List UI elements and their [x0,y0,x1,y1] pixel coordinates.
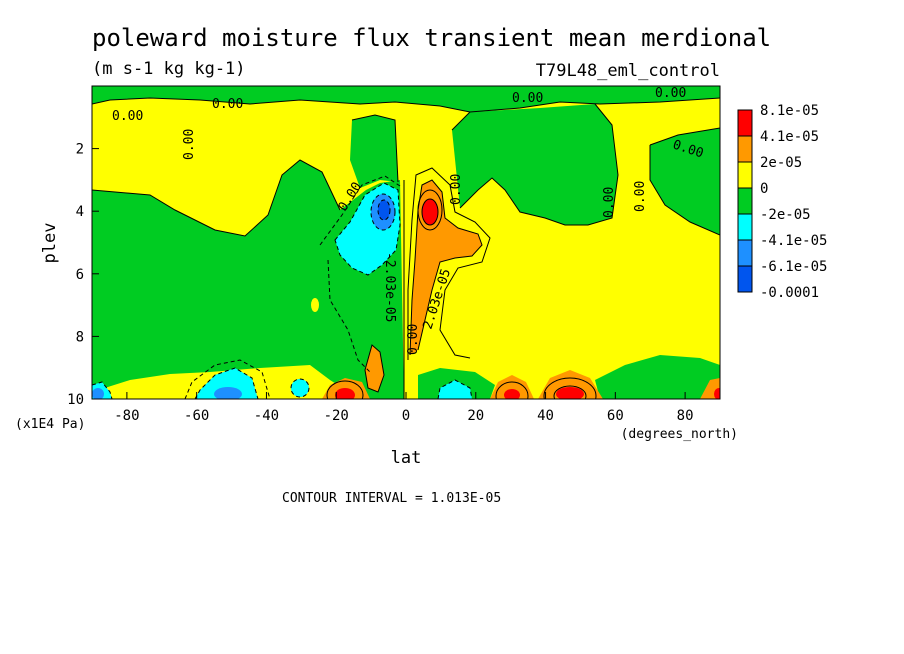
y-tick-label: 4 [76,204,84,220]
contour-line-positive [407,167,491,360]
contour-fill-positive [152,376,208,396]
contour-line-negative [92,381,113,399]
chart-title: poleward moisture flux transient mean me… [92,24,771,52]
x-tick-label: -80 [114,408,139,424]
contour-line-negative [377,199,391,221]
contour-fill-maximum [335,388,355,399]
contour-line-negative [319,175,401,246]
contour-line-negative [437,379,473,399]
contour-fill-negative [92,160,404,399]
x-tick-label: -20 [324,408,349,424]
colorbar-swatch [737,135,753,163]
contour-line-negative [370,193,396,231]
colorbar-label: 0 [760,181,768,197]
contour-line-zero [92,159,341,237]
contour-fill-minimum [214,387,242,399]
x-tick-label: 80 [677,408,694,424]
contour-fill-strong-positive [538,370,603,399]
x-tick-label: 60 [607,408,624,424]
contour-field: 0.00 0.00 0.00 0.00 0.00 0.00 0.00 0.00 … [92,86,720,399]
contour-line-zero [351,114,399,183]
contour-fill-maximum [556,387,584,399]
contour-label: 0.00 [449,174,464,205]
colorbar-label: 8.1e-05 [760,103,819,119]
y-tick-label: 2 [76,142,84,158]
contour-fill-strong-negative [195,368,258,399]
contour-label: 0.00 [512,91,543,106]
contour-label: 0.00 [406,324,421,355]
contour-fill-positive [311,298,319,312]
contour-line-positive [417,189,443,231]
contour-fill-negative [350,115,398,188]
contour-line-positive [495,381,529,399]
contour-line-zero [649,145,720,236]
x-tick-label: 0 [402,408,410,424]
y-axis: 2 4 6 8 10 [67,142,99,408]
colorbar-label: -4.1e-05 [760,233,827,249]
x-axis-label: lat [391,448,422,468]
contour-label: 0.00 [112,109,143,124]
contour-line-positive [553,385,587,399]
y-axis-label: plev [40,223,60,264]
colorbar-swatch [737,265,753,293]
contour-fill-negative [92,86,720,112]
contour-fill-negative [452,104,618,225]
contour-fill-negative [595,355,720,399]
contour-line-negative [334,182,401,276]
x-tick-label: -60 [184,408,209,424]
contour-label: 0.00 [633,181,648,212]
colorbar-swatch [737,109,753,137]
contour-line-negative [290,378,310,398]
colorbar-swatch [737,187,753,215]
y-tick-label: 10 [67,392,84,408]
contour-line-positive [326,380,364,399]
x-axis: -80 -60 -40 -20 0 20 40 60 80 [114,392,694,424]
contour-fill-strong-positive [365,345,384,392]
contour-label: 0.00 [602,187,617,218]
experiment-label: T79L48_eml_control [536,61,720,81]
contour-label: 0.00 [655,86,686,101]
y-axis-units: (x1E4 Pa) [15,417,85,432]
contour-label: 0.00 [182,129,197,160]
contour-line-positive [421,198,439,226]
x-tick-label: -40 [254,408,279,424]
contour-fill-negative [650,128,720,235]
colorbar-label: 2e-05 [760,155,802,171]
x-tick-label: 20 [467,408,484,424]
contour-fill-minimum [378,200,390,220]
contour-line-zero [649,127,720,146]
contour-interval: CONTOUR INTERVAL = 1.013E-05 [282,491,501,506]
contour-fill-maximum [504,389,520,399]
contour-fill-strong-negative [291,379,309,397]
contour-fill-maximum [422,199,438,225]
colorbar-swatch [737,239,753,267]
contour-line-zero [92,97,720,113]
contour-fill-minimum [92,388,104,399]
contour-fill-maximum [714,388,720,399]
colorbar-swatch [737,213,753,241]
y-tick-label: 6 [76,267,84,283]
contour-line-negative [194,367,259,399]
chart-units: (m s-1 kg kg-1) [92,59,246,79]
contour-line-zero [451,111,471,131]
y-tick-label: 8 [76,329,84,345]
contour-line-positive [543,377,597,399]
colorbar-label: -0.0001 [760,285,819,301]
contour-fill-strong-positive [490,375,534,399]
colorbar-label: -2e-05 [760,207,811,223]
colorbar-label: -6.1e-05 [760,259,827,275]
contour-label: -2.03e-05 [382,252,397,322]
contour-label: 0.00 [212,97,243,112]
x-axis-units: (degrees_north) [621,427,738,442]
contour-line-negative [184,359,271,399]
colorbar-label: 4.1e-05 [760,129,819,145]
x-tick-label: 40 [537,408,554,424]
contour-line-zero [459,103,619,226]
contour-line-positive [364,344,385,393]
colorbar-swatch [737,161,753,189]
contour-line-positive [409,179,483,356]
colorbar: 8.1e-05 4.1e-05 2e-05 0 -2e-05 -4.1e-05 -6.1e-… [737,103,827,301]
contour-line-negative [327,259,371,373]
